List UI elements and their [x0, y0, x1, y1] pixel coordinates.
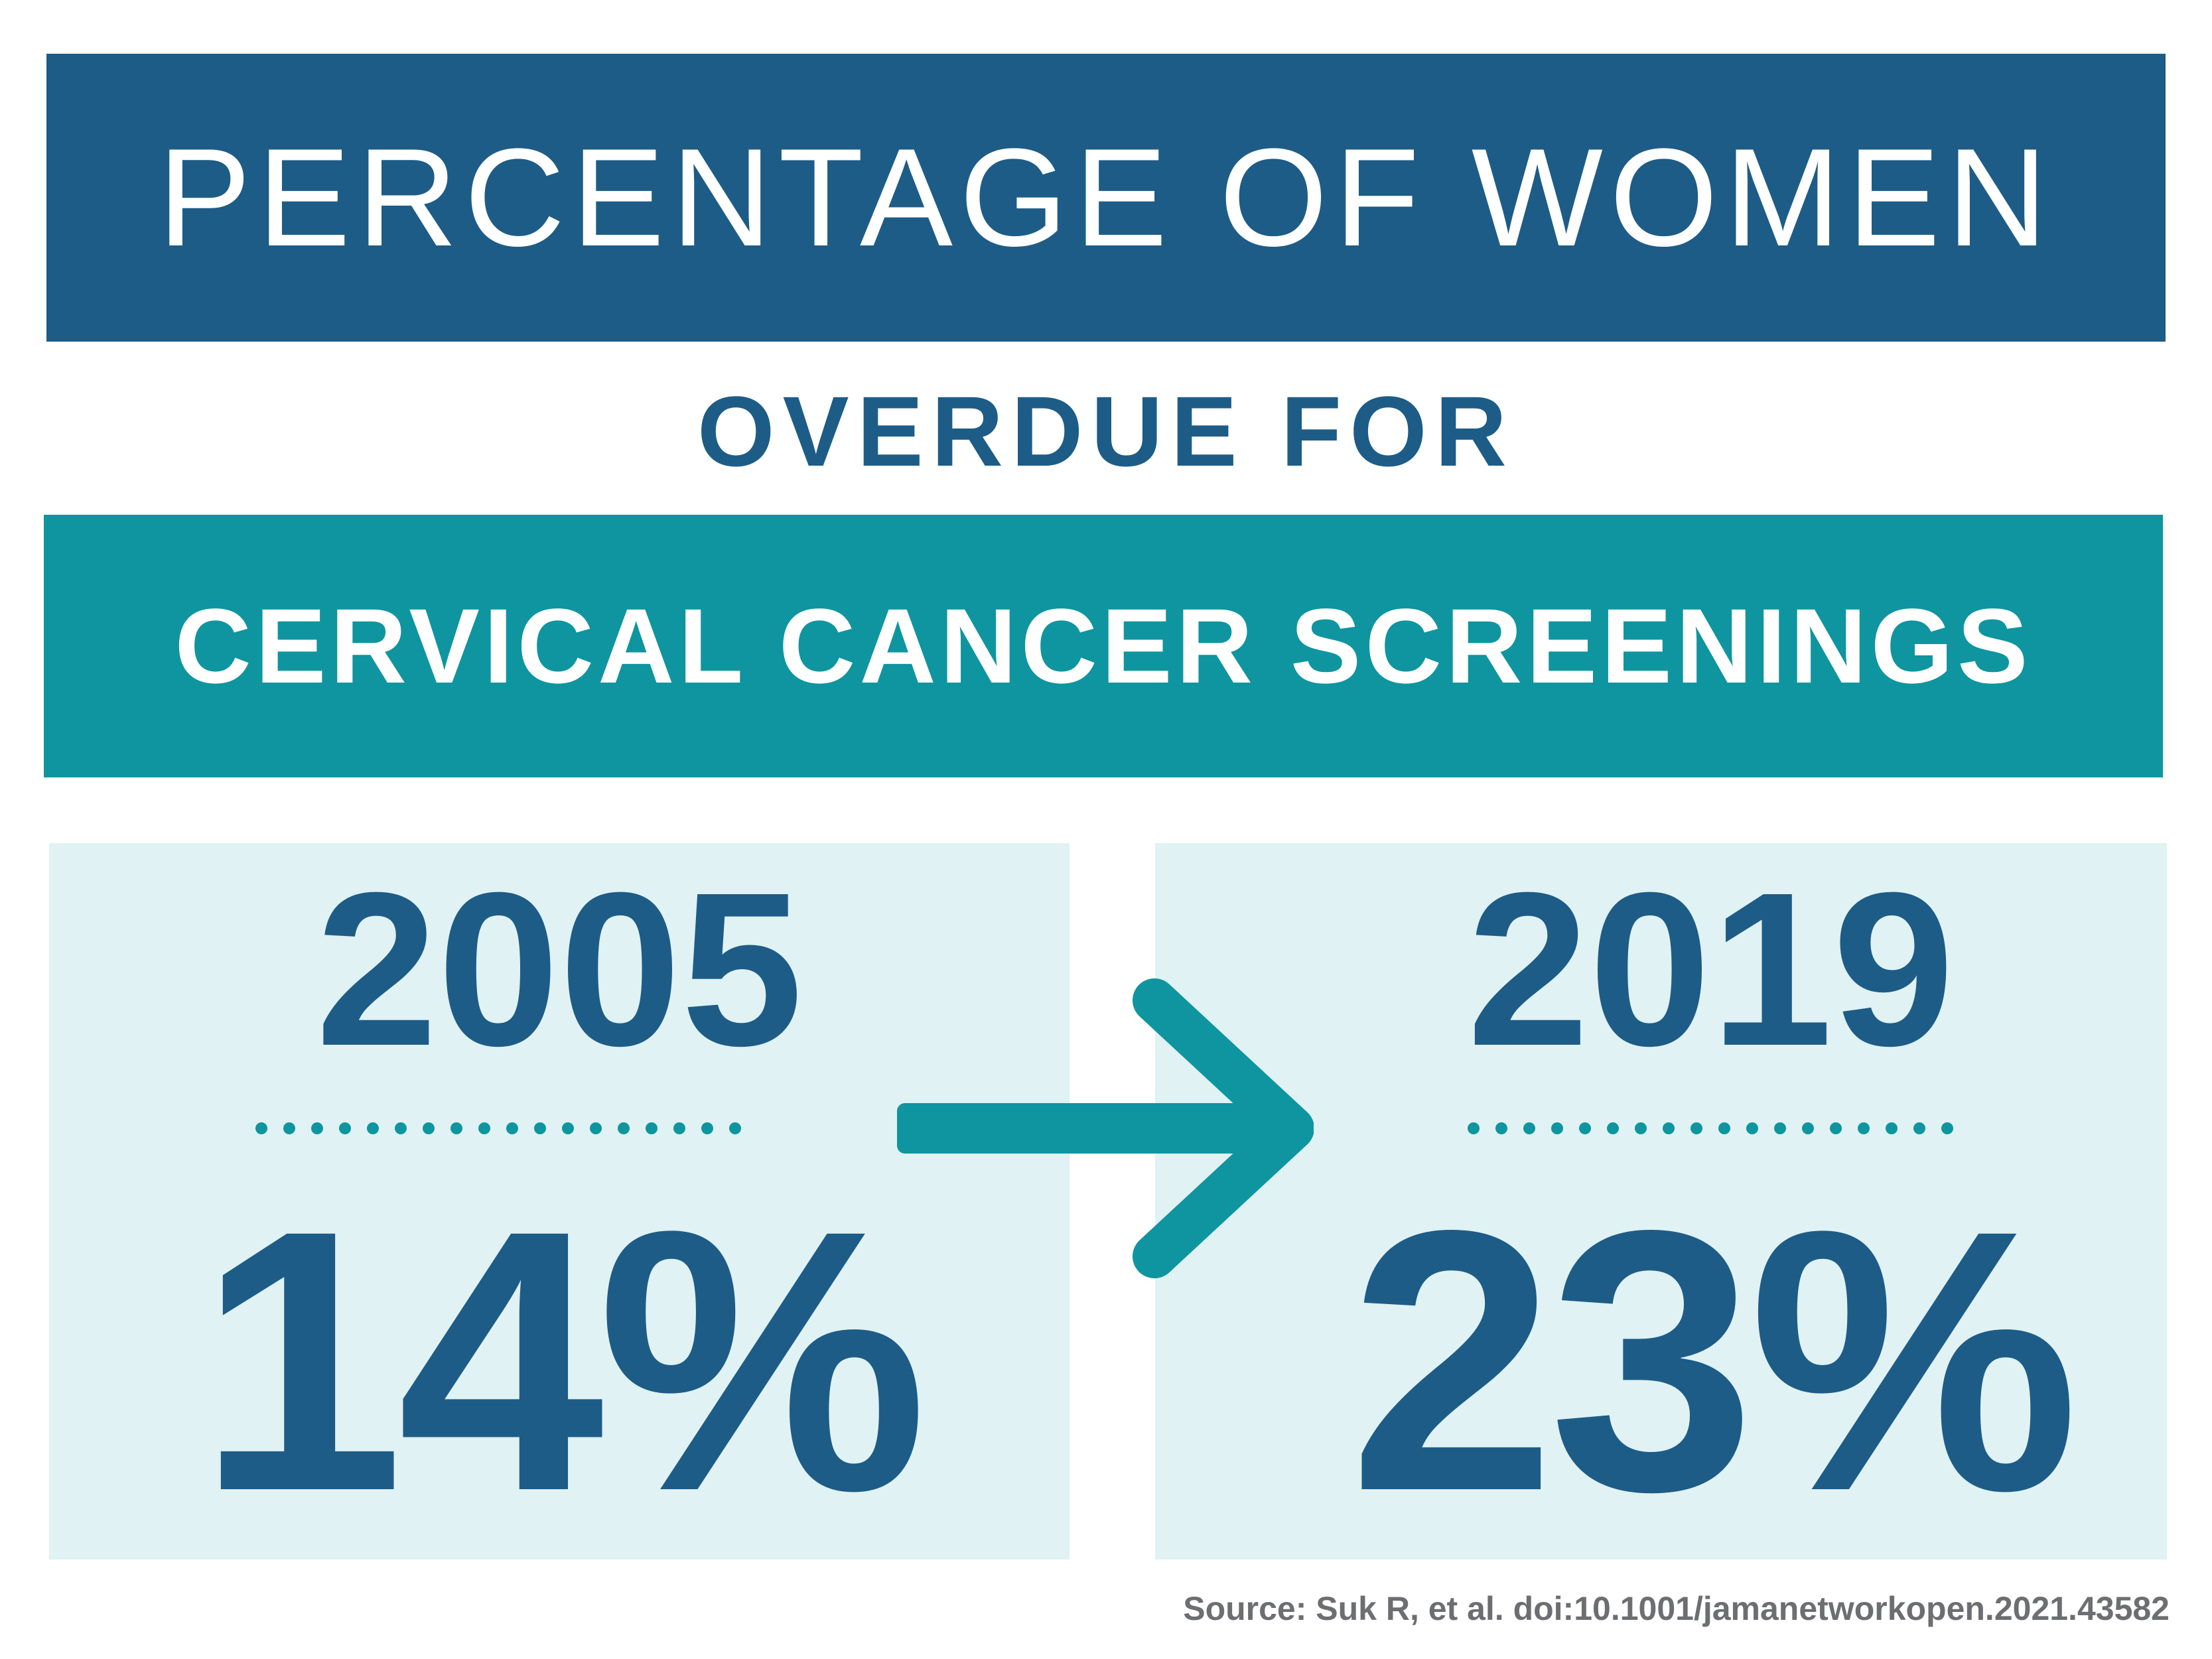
- divider-dot: [1468, 1122, 1480, 1134]
- subtitle-row: OVERDUE FOR: [0, 358, 2212, 504]
- divider-dot: [534, 1122, 546, 1134]
- divider-dot: [1691, 1122, 1702, 1134]
- divider-dot: [1774, 1122, 1786, 1134]
- divider-dot: [255, 1122, 267, 1134]
- divider-dot: [1830, 1122, 1842, 1134]
- panel-2005: 2005 14%: [49, 843, 1070, 1559]
- divider-dot: [1802, 1122, 1814, 1134]
- divider-dot: [673, 1122, 685, 1134]
- source-citation: Source: Suk R, et al. doi:10.1001/jamane…: [1183, 1592, 2170, 1625]
- divider-dot: [1551, 1122, 1563, 1134]
- arrow-right-icon: [897, 978, 1314, 1278]
- divider-dot: [1913, 1122, 1925, 1134]
- year-label: 2005: [49, 860, 1070, 1079]
- divider-dot: [1718, 1122, 1730, 1134]
- divider-dot: [701, 1122, 713, 1134]
- divider-dot: [395, 1122, 407, 1134]
- percent-text: 14%: [197, 1153, 928, 1568]
- divider-dot: [1495, 1122, 1507, 1134]
- divider-dot: [562, 1122, 574, 1134]
- divider-dot: [311, 1122, 323, 1134]
- divider-dot: [1607, 1122, 1619, 1134]
- year-label: 2019: [1255, 860, 2167, 1079]
- divider-dot: [1635, 1122, 1647, 1134]
- divider-dot: [478, 1122, 490, 1134]
- divider-dot: [1523, 1122, 1535, 1134]
- panel-2019: 2019 23%: [1155, 843, 2167, 1559]
- divider-dot: [618, 1122, 630, 1134]
- divider-dot: [506, 1122, 518, 1134]
- divider-dot: [367, 1122, 379, 1134]
- dotted-divider: [255, 1122, 741, 1134]
- source-text: Source: Suk R, et al. doi:10.1001/jamane…: [1183, 1590, 2170, 1627]
- year-text: 2005: [315, 846, 803, 1091]
- topic: CERVICAL CANCER SCREENINGS: [174, 586, 2032, 705]
- topic-banner: CERVICAL CANCER SCREENINGS: [44, 515, 2163, 777]
- title: PERCENTAGE OF WOMEN: [158, 119, 2054, 275]
- year-text: 2019: [1467, 846, 1955, 1091]
- percent-value: 23%: [1255, 1175, 2167, 1546]
- percent-value: 14%: [49, 1175, 1070, 1546]
- title-banner: PERCENTAGE OF WOMEN: [46, 54, 2166, 342]
- divider-dot: [1858, 1122, 1870, 1134]
- divider-dot: [729, 1122, 741, 1134]
- percent-text: 23%: [1349, 1153, 2079, 1568]
- divider-dot: [283, 1122, 295, 1134]
- divider-dot: [1579, 1122, 1591, 1134]
- divider-dot: [339, 1122, 351, 1134]
- divider-dot: [1886, 1122, 1898, 1134]
- divider-dot: [1941, 1122, 1953, 1134]
- divider-dot: [423, 1122, 435, 1134]
- divider-dot: [1746, 1122, 1758, 1134]
- divider-dot: [1663, 1122, 1675, 1134]
- divider-dot: [450, 1122, 462, 1134]
- dotted-divider: [1468, 1122, 1953, 1134]
- divider-dot: [590, 1122, 602, 1134]
- divider-dot: [646, 1122, 657, 1134]
- subtitle: OVERDUE FOR: [697, 375, 1515, 487]
